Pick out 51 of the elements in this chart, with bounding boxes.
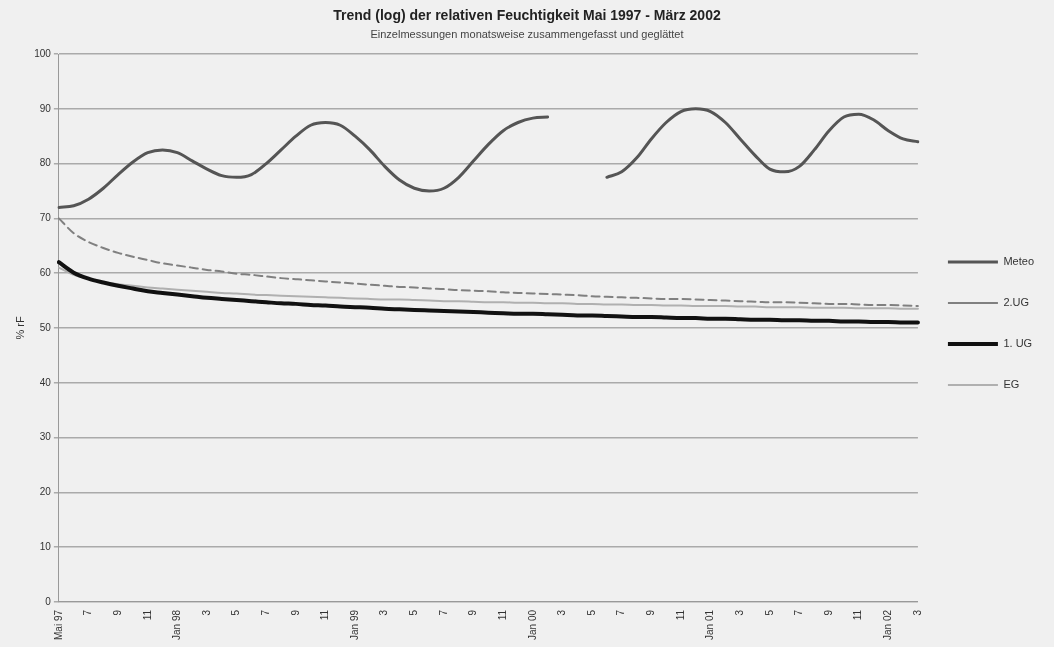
y-axis-title: % rF [13, 316, 26, 340]
y-tick-label: 80 [39, 157, 52, 169]
x-tick-label: Jan 98 [171, 609, 183, 641]
y-tick-label: 0 [45, 595, 52, 607]
line-series [56, 260, 920, 325]
chart-subtitle: Einzelmessungen monatsweise zusammengefasst und geglättet [370, 28, 684, 41]
x-tick-label: 3 [733, 609, 745, 616]
x-tick-label: 9 [111, 609, 123, 616]
x-tick-label: 7 [615, 609, 627, 616]
x-tick-label: Jan 99 [348, 609, 360, 641]
x-tick-label: Jan 02 [882, 609, 894, 641]
legend-label: 2.UG [1003, 296, 1030, 309]
y-tick-label: 40 [39, 376, 52, 388]
x-tick-label: 9 [645, 609, 657, 616]
x-tick-label: Jan 00 [526, 609, 538, 641]
x-tick-label: 11 [674, 609, 686, 621]
chart-title: Trend (log) der relativen Feuchtigkeit Mai 1997 - März 2002 [333, 7, 721, 24]
x-tick-label: 3 [378, 609, 390, 616]
x-tick-label: 3 [200, 609, 212, 616]
legend-label: Meteo [1003, 255, 1035, 268]
legend-label: 1. UG [1003, 337, 1033, 350]
x-tick-label: 7 [259, 609, 271, 616]
legend-label: EG [1003, 378, 1020, 391]
y-tick-label: 20 [39, 486, 52, 498]
line-series [57, 217, 919, 308]
x-tick-label: 11 [496, 609, 508, 621]
y-tick-label: 70 [39, 212, 52, 224]
x-tick-label: 5 [408, 609, 420, 616]
x-tick-label: 5 [585, 609, 597, 616]
x-tick-label: 7 [437, 609, 449, 616]
x-tick-label: Jan 01 [704, 609, 716, 641]
x-tick-label: 9 [289, 609, 301, 616]
y-tick-label: 10 [39, 540, 52, 552]
x-tick-label: 5 [763, 609, 775, 616]
x-tick-label: 11 [319, 609, 331, 621]
x-tick-label: 7 [82, 609, 94, 616]
x-tick-label: 11 [852, 609, 864, 621]
x-tick-label: 5 [230, 609, 242, 616]
y-tick-label: 60 [39, 266, 52, 278]
x-tick-label: 3 [911, 609, 923, 616]
y-tick-label: 100 [34, 47, 52, 59]
x-tick-label: 9 [822, 609, 834, 616]
y-tick-label: 90 [39, 102, 52, 114]
x-tick-label: Mai 97 [52, 609, 64, 640]
x-tick-label: 11 [141, 609, 153, 621]
y-tick-label: 50 [39, 321, 52, 333]
x-tick-label: 7 [793, 609, 805, 616]
x-tick-label: 3 [556, 609, 568, 616]
x-tick-label: 9 [467, 609, 479, 616]
y-tick-label: 30 [39, 431, 52, 443]
line-series [57, 266, 919, 310]
